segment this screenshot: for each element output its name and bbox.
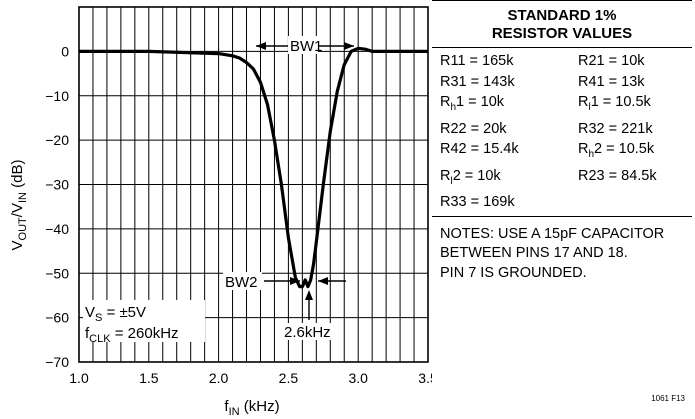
y-tick-label: −10 <box>45 88 69 104</box>
resistor-value: Rh1 = 10k <box>440 94 505 114</box>
y-tick-label: −70 <box>45 354 69 370</box>
x-tick-label: 1.0 <box>69 370 89 386</box>
resistor-table-title: STANDARD 1% RESISTOR VALUES <box>432 3 692 48</box>
center-frequency-label: 2.6kHz <box>284 324 331 341</box>
x-tick-label: 1.5 <box>139 370 159 386</box>
conditions-annotation: VS = ±5V fCLK = 260kHz <box>83 300 205 345</box>
note-line-1: NOTES: USE A 15pF CAPACITOR <box>440 225 665 242</box>
title-line-1: STANDARD 1% <box>507 7 617 24</box>
x-axis-label: fIN (kHz) <box>224 398 279 418</box>
resistor-value: R23 = 84.5k <box>578 167 657 184</box>
resistor-value: Rl2 = 10k <box>440 167 501 187</box>
center-frequency-annotation: 2.6kHz <box>282 290 338 341</box>
chart: 1.0 1.5 2.0 2.5 3.0 3.5 0 −10 −20 −30 −40 −50 −60 −7… <box>9 6 432 418</box>
resistor-value: R33 = 169k <box>440 194 515 211</box>
resistor-value: R32 = 221k <box>578 120 653 137</box>
resistor-table: STANDARD 1% RESISTOR VALUES R11 = 165k R2… <box>432 0 692 217</box>
x-tick-label: 3.5 <box>418 370 432 386</box>
title-line-2: RESISTOR VALUES <box>491 25 633 42</box>
resistor-value: R31 = 143k <box>440 73 515 90</box>
bw1-annotation: BW1 <box>256 36 354 55</box>
x-tick-labels: 1.0 1.5 2.0 2.5 3.0 3.5 <box>69 370 432 386</box>
plot-frame <box>78 6 429 363</box>
bw2-annotation: BW2 <box>223 272 346 291</box>
notes: NOTES: USE A 15pF CAPACITOR BETWEEN PINS… <box>432 217 692 284</box>
y-tick-label: −60 <box>45 310 69 326</box>
resistor-value: R21 = 10k <box>578 53 645 69</box>
note-line-2: BETWEEN PINS 17 AND 18. <box>440 245 628 262</box>
y-tick-label: −50 <box>45 265 69 281</box>
resistor-values: R11 = 165k R21 = 10k R31 = 143k R41 = 13k Rh… <box>432 48 692 216</box>
y-tick-label: −20 <box>45 132 69 148</box>
x-tick-label: 2.5 <box>279 370 299 386</box>
y-tick-label: 0 <box>61 43 69 59</box>
resistor-value: R22 = 20k <box>440 120 507 137</box>
resistor-value: Rl1 = 10.5k <box>578 94 651 114</box>
bw1-label: BW1 <box>290 38 323 55</box>
grid <box>79 7 428 362</box>
resistor-value: R41 = 13k <box>578 73 645 90</box>
y-axis-label: VOUT/VIN (dB) <box>9 160 29 251</box>
info-panel: STANDARD 1% RESISTOR VALUES R11 = 165k R2… <box>432 0 692 283</box>
bw2-label: BW2 <box>225 274 258 291</box>
resistor-value: R42 = 15.4k <box>440 141 519 158</box>
x-tick-label: 3.0 <box>348 370 368 386</box>
x-tick-label: 2.0 <box>209 370 229 386</box>
figure-number: 1061 F13 <box>651 394 685 403</box>
resistor-value: Rh2 = 10.5k <box>578 141 655 161</box>
y-tick-label: −30 <box>45 177 69 193</box>
y-tick-label: −40 <box>45 221 69 237</box>
response-curve <box>79 46 428 289</box>
resistor-value: R11 = 165k <box>440 53 514 69</box>
resistor-value <box>578 192 695 213</box>
note-line-3: PIN 7 IS GROUNDED. <box>440 264 587 281</box>
y-tick-labels: 0 −10 −20 −30 −40 −50 −60 −70 <box>45 43 69 370</box>
